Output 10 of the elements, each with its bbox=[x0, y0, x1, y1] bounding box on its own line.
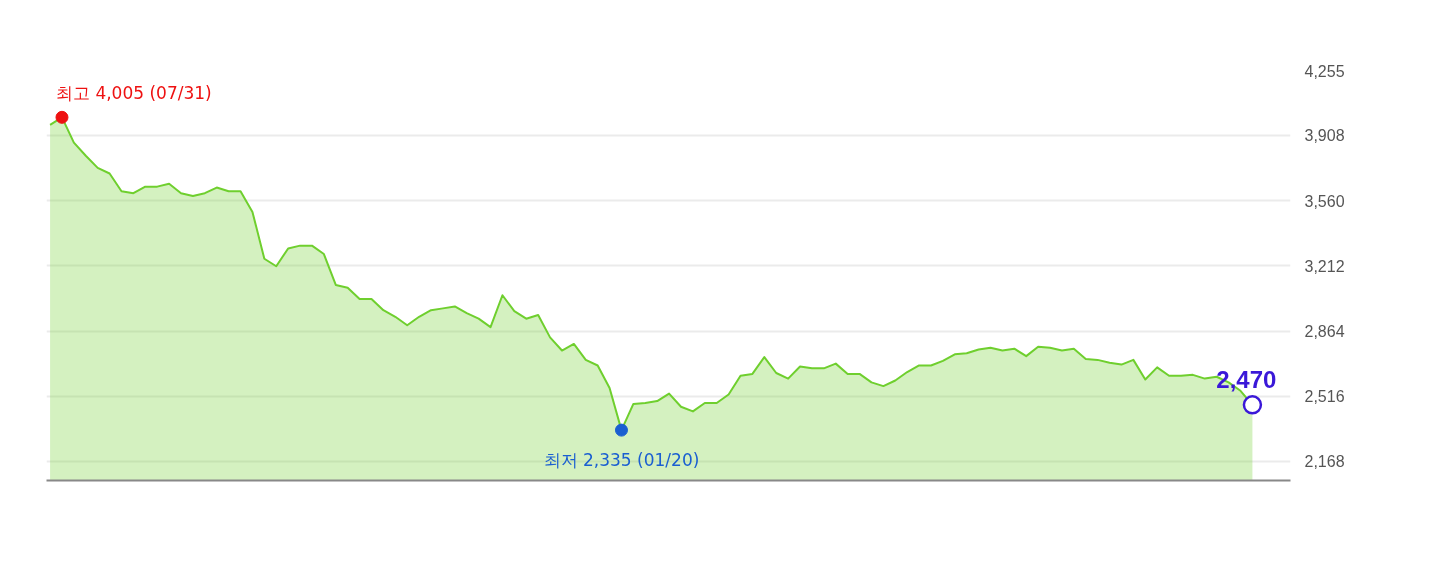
y-tick-label: 3,908 bbox=[1304, 127, 1345, 145]
annotation: 최고 4,005 (07/31) bbox=[55, 83, 212, 104]
y-tick-label: 4,255 bbox=[1304, 62, 1345, 80]
y-tick-label: 2,864 bbox=[1304, 323, 1345, 341]
y-tick-label: 2,516 bbox=[1304, 388, 1345, 406]
y-tick-label: 3,560 bbox=[1304, 192, 1345, 210]
annotation: 2,470 bbox=[1216, 365, 1277, 393]
annotation: 최저 2,335 (01/20) bbox=[543, 450, 700, 471]
y-tick-label: 2,168 bbox=[1304, 453, 1345, 471]
y-tick-label: 3,212 bbox=[1304, 257, 1345, 275]
